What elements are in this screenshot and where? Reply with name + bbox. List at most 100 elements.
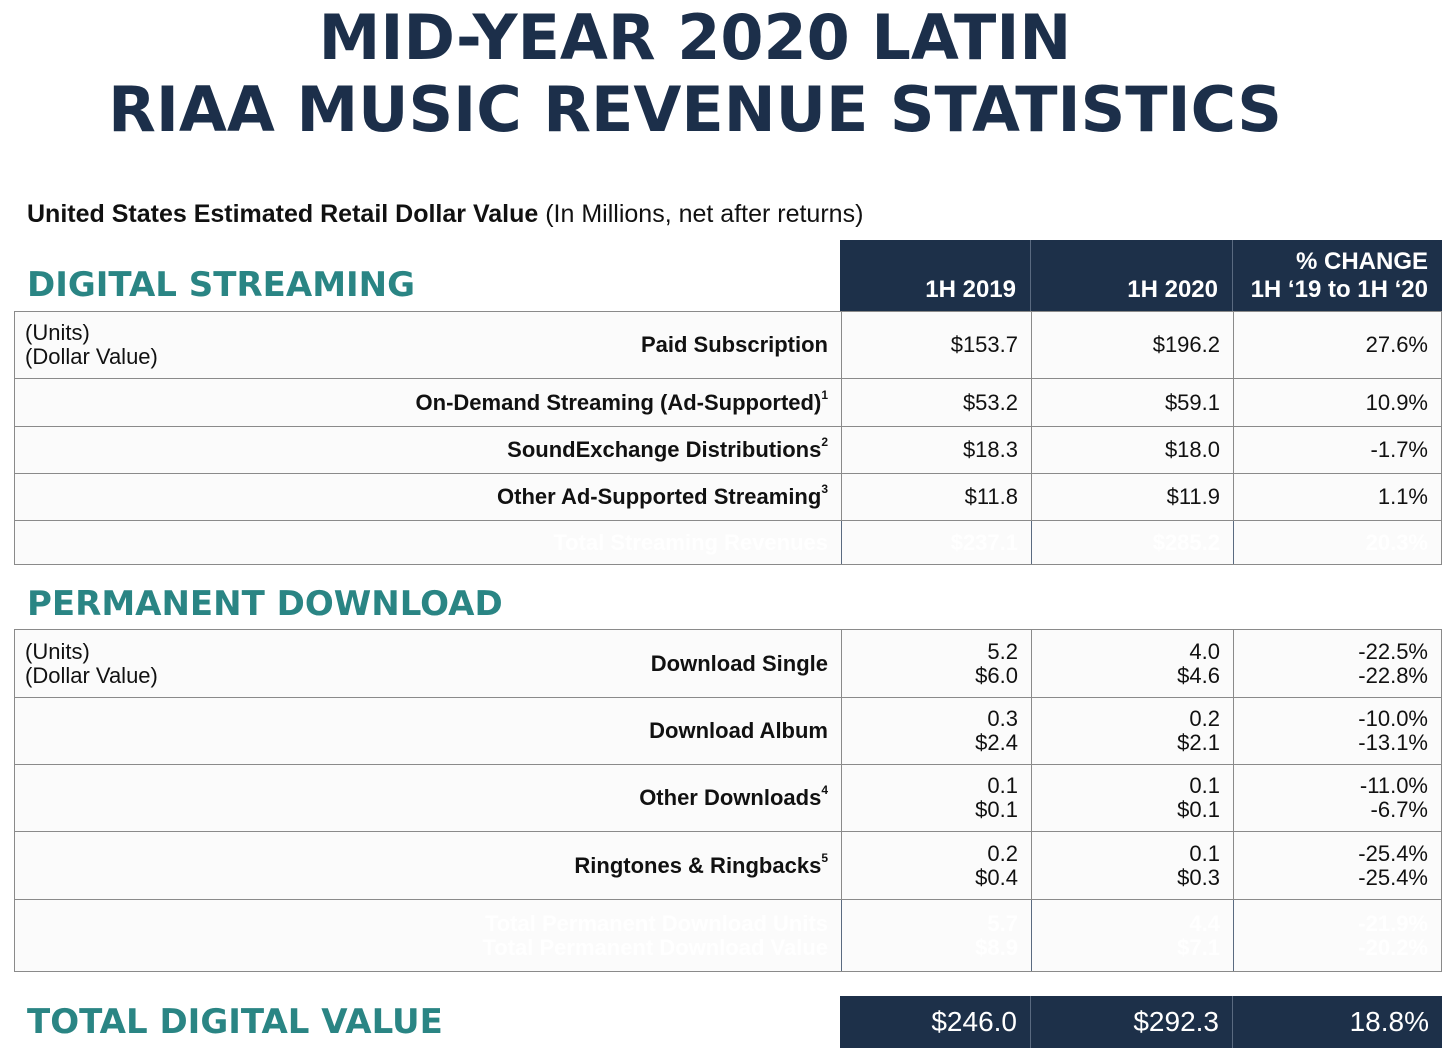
header-change-line-2: 1H ‘19 to 1H ‘20 [1250,276,1428,303]
value-2020: 0.1 $0.3 [1031,832,1233,899]
value-text: 20.3% [1365,529,1428,555]
table-subtitle: United States Estimated Retail Dollar Va… [27,200,863,229]
value-text: $246.0 [931,1006,1017,1037]
value-change: 1.1% [1233,474,1441,520]
footnote-marker: 1 [821,387,828,402]
row-label: Total Streaming Revenues [15,521,841,564]
value-text: $59.1 [1164,389,1220,415]
dollar-value: $8.9 [975,934,1018,960]
units-label: (Units) [25,320,90,345]
section-title-streaming: DIGITAL STREAMING [27,265,416,305]
row-label-main: Other Downloads [639,785,822,810]
value-text: 18.8% [1349,1006,1429,1037]
value-text: 1.1% [1377,484,1428,509]
table-row: (Units) (Dollar Value) Download Single 5… [15,630,1441,698]
table-row: Other Ad-Supported Streaming3 $11.8 $11.… [15,474,1441,521]
dollar-value: $2.1 [1177,730,1220,755]
units-change: -22.5% [1358,638,1428,664]
value-change: -1.7% [1233,427,1441,473]
row-label-text: Total Streaming Revenues [553,529,828,555]
row-label: Other Ad-Supported Streaming3 [15,474,841,520]
value-change: -11.0% -6.7% [1233,765,1441,831]
table-row: Other Downloads4 0.1 $0.1 0.1 $0.1 -11.0% -… [15,765,1441,832]
value-text: $153.7 [950,332,1018,357]
row-label-text: Other Ad-Supported Streaming3 [497,482,828,509]
dollar-value: $0.4 [975,864,1018,890]
row-label: Paid Subscription [15,312,841,378]
units-value: 0.1 [987,773,1018,798]
units-value: 0.2 [1189,706,1220,731]
value-2020: $11.9 [1031,474,1233,520]
row-label: Download Album [15,698,841,764]
total-value-label: Total Permanent Download Value [482,934,828,960]
value-change: 20.3% [1233,521,1441,564]
value-change: -22.5% -22.8% [1233,630,1441,697]
value-2019: $153.7 [841,312,1031,378]
total-digital-value-row: $246.0 $292.3 18.8% [840,996,1442,1048]
dollar-value: $0.1 [975,797,1018,822]
value-change: -21.9% -20.2% [1233,900,1441,971]
header-1h-2020-label: 1H 2020 [1127,276,1218,303]
value-2020: 0.1 $0.1 [1031,765,1233,831]
subtitle-note: (In Millions, net after returns) [538,200,864,228]
download-table: (Units) (Dollar Value) Download Single 5… [14,629,1442,972]
value-2019: $237.1 [841,521,1031,564]
row-label-main: Ringtones & Ringbacks [574,852,822,878]
section-title-total-digital: TOTAL DIGITAL VALUE [27,1002,443,1042]
value-change: 10.9% [1233,379,1441,426]
value-2020: $18.0 [1031,427,1233,473]
value-text: $196.2 [1152,332,1220,357]
value-change: -25.4% -25.4% [1233,832,1441,899]
footnote-marker: 2 [821,435,828,449]
table-row: Ringtones & Ringbacks5 0.2 $0.4 0.1 $0.3 -… [15,832,1441,900]
dollar-value: $0.3 [1177,864,1220,890]
table-row: (Units) (Dollar Value) Paid Subscription… [15,312,1441,379]
dollar-change: -25.4% [1358,864,1428,890]
total-units-label: Total Permanent Download Units [484,910,828,936]
dollar-value: $4.6 [1177,662,1220,688]
row-label-text: Ringtones & Ringbacks5 [574,852,828,878]
value-2019: $53.2 [841,379,1031,426]
units-value: 0.1 [1189,840,1220,866]
value-2020: $196.2 [1031,312,1233,378]
footnote-marker: 3 [821,482,828,496]
value-2020: 4.0 $4.6 [1031,630,1233,697]
units-change: -25.4% [1358,840,1428,866]
units-labels: (Units) (Dollar Value) [25,630,325,697]
value-2019: 0.2 $0.4 [841,832,1031,899]
dollar-change: -22.8% [1358,662,1428,688]
total-row-download: Total Permanent Download Units Total Perm… [15,900,1441,971]
value-2019: 0.1 $0.1 [841,765,1031,831]
dollar-value-label: (Dollar Value) [25,662,158,688]
units-labels: (Units) (Dollar Value) [25,312,325,378]
value-2020: 4.4 $7.1 [1031,900,1233,971]
value-text: $292.3 [1133,1006,1219,1037]
row-label-main: SoundExchange Distributions [507,437,822,462]
subtitle-bold: United States Estimated Retail Dollar Va… [27,200,539,228]
value-2020: $59.1 [1031,379,1233,426]
header-change: % CHANGE 1H ‘19 to 1H ‘20 [1232,240,1442,312]
value-text: 27.6% [1365,332,1428,357]
row-label: Download Single [15,630,841,697]
value-text: 10.9% [1365,389,1428,415]
row-label: Ringtones & Ringbacks5 [15,832,841,899]
value-text: -1.7% [1370,437,1428,462]
units-change: -21.9% [1358,910,1428,936]
value-2019: 5.2 $6.0 [841,630,1031,697]
value-2019: 5.7 $8.9 [841,900,1031,971]
value-2019: $18.3 [841,427,1031,473]
row-label-text: Download Album [649,718,828,743]
units-change: -11.0% [1359,773,1428,798]
units-value: 5.7 [987,910,1018,936]
row-label-text: On-Demand Streaming (Ad-Supported)1 [415,387,828,415]
dollar-change: -6.7% [1370,797,1428,822]
header-1h-2019-label: 1H 2019 [925,276,1016,303]
table-row: SoundExchange Distributions2 $18.3 $18.0… [15,427,1441,474]
row-label-text: SoundExchange Distributions2 [507,435,828,462]
row-label-text: Download Single [650,650,828,676]
row-label: Other Downloads4 [15,765,841,831]
header-1h-2020: 1H 2020 [1030,240,1232,312]
units-value: 0.1 [1189,773,1220,798]
row-label-main: On-Demand Streaming (Ad-Supported) [415,389,822,415]
units-change: -10.0% [1358,706,1428,731]
